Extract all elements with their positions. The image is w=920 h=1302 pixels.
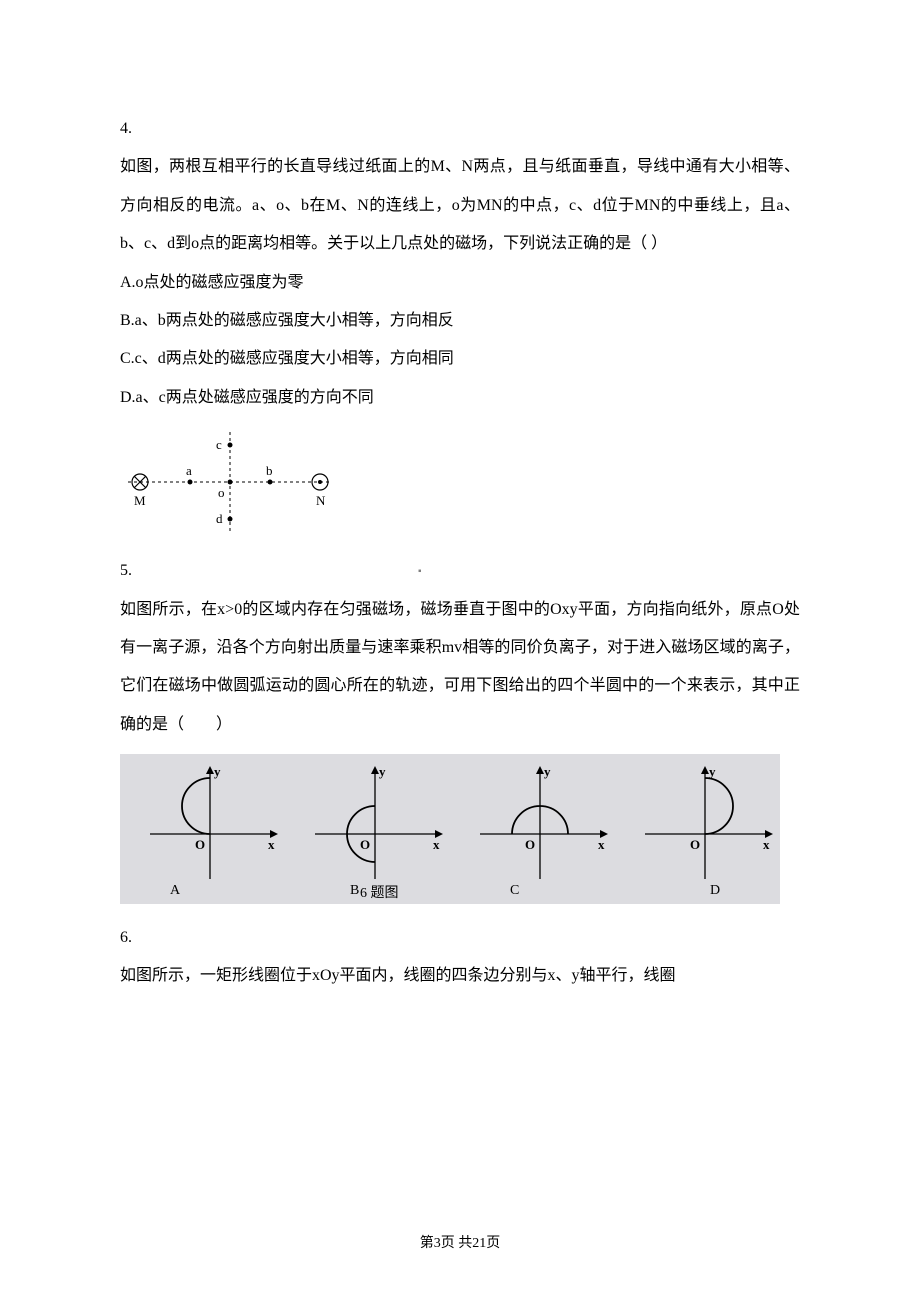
- q4-option-d: D.a、c两点处磁感应强度的方向不同: [120, 379, 800, 417]
- page: 4. 如图，两根互相平行的长直导线过纸面上的M、N两点，且与纸面垂直，导线中通有…: [0, 0, 920, 1302]
- svg-text:y: y: [709, 764, 716, 779]
- svg-text:y: y: [214, 764, 221, 779]
- page-footer: 第3页 共21页: [0, 1232, 920, 1252]
- svg-text:O: O: [360, 837, 370, 852]
- svg-text:x: x: [268, 837, 275, 852]
- svg-text:o: o: [218, 485, 225, 500]
- q5-number: 5.: [120, 552, 800, 590]
- q4-option-a: A.o点处的磁感应强度为零: [120, 264, 800, 302]
- dot-mark: ▪: [418, 566, 422, 577]
- svg-text:O: O: [195, 837, 205, 852]
- svg-text:N: N: [316, 493, 326, 508]
- svg-text:D: D: [710, 883, 720, 898]
- svg-text:C: C: [510, 883, 519, 898]
- q5-body: 如图所示，在x>0的区域内存在匀强磁场，磁场垂直于图中的Oxy平面，方向指向纸外…: [120, 591, 800, 745]
- svg-text:M: M: [134, 493, 146, 508]
- svg-text:d: d: [216, 511, 223, 526]
- q4-figure: M N a o b c d: [120, 427, 800, 542]
- svg-text:x: x: [433, 837, 440, 852]
- svg-text:A: A: [170, 883, 181, 898]
- svg-text:b: b: [266, 463, 273, 478]
- svg-text:6 题图: 6 题图: [360, 886, 399, 901]
- q4-body: 如图，两根互相平行的长直导线过纸面上的M、N两点，且与纸面垂直，导线中通有大小相…: [120, 148, 800, 263]
- svg-text:O: O: [525, 837, 535, 852]
- svg-text:y: y: [544, 764, 551, 779]
- svg-text:x: x: [763, 837, 770, 852]
- svg-text:a: a: [186, 463, 192, 478]
- q6-body: 如图所示，一矩形线圈位于xOy平面内，线圈的四条边分别与x、y轴平行，线圈: [120, 957, 800, 995]
- svg-text:x: x: [598, 837, 605, 852]
- q4-option-b: B.a、b两点处的磁感应强度大小相等，方向相反: [120, 302, 800, 340]
- q4-number: 4.: [120, 110, 800, 148]
- q5-figure: y x O A y x O B: [120, 754, 800, 909]
- q6-number: 6.: [120, 919, 800, 957]
- svg-text:y: y: [379, 764, 386, 779]
- q4-option-c: C.c、d两点处的磁感应强度大小相等，方向相同: [120, 340, 800, 378]
- svg-text:c: c: [216, 437, 222, 452]
- svg-text:B: B: [350, 883, 359, 898]
- svg-text:O: O: [690, 837, 700, 852]
